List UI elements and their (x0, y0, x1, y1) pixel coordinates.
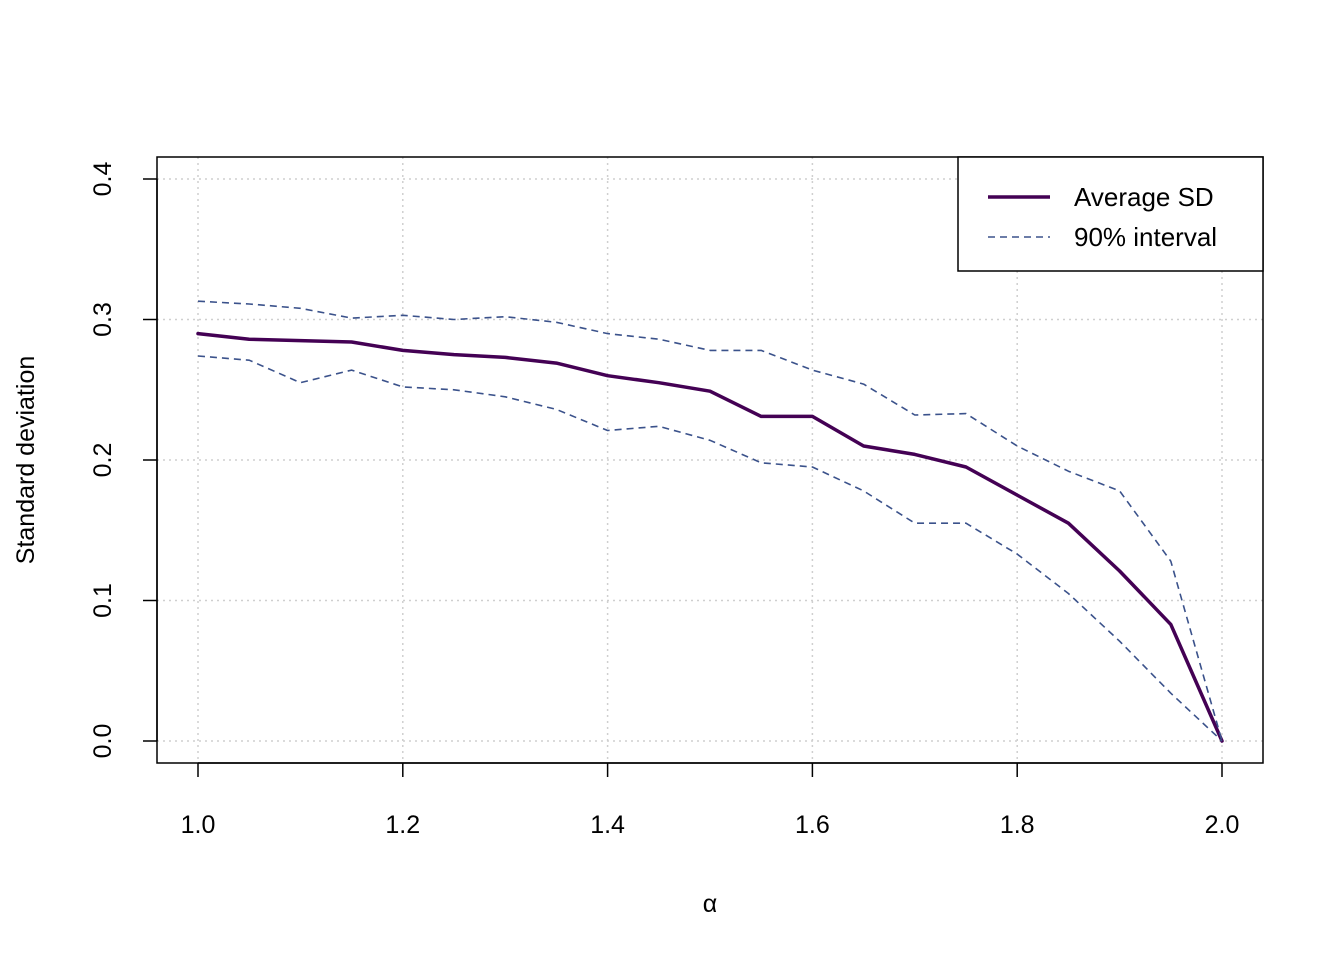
average-sd-line (196, 331, 1224, 743)
x-tick-label: 1.0 (181, 811, 216, 839)
x-tick-label: 1.8 (1000, 811, 1035, 839)
y-tick-label: 0.3 (89, 302, 117, 337)
series-group (196, 300, 1224, 743)
y-tick-label: 0.1 (89, 583, 117, 618)
x-tick-label: 1.6 (795, 811, 830, 839)
legend-box (957, 156, 1264, 272)
interval-upper-line (197, 300, 1223, 742)
x-axis-title: α (703, 890, 717, 918)
plot-frame (156, 156, 1264, 764)
x-tick-label: 1.4 (590, 811, 625, 839)
legend-label-average-sd: Average SD (1074, 182, 1214, 212)
x-axis: 1.0 1.2 1.4 1.6 1.8 2.0 (181, 762, 1240, 839)
y-tick-label: 0.4 (89, 162, 117, 197)
y-tick-label: 0.0 (89, 724, 117, 759)
interval-lower-line (197, 355, 1223, 742)
y-axis-title: Standard deviation (12, 356, 40, 564)
grid (157, 157, 1263, 763)
y-tick-label: 0.2 (89, 443, 117, 478)
x-tick-label: 2.0 (1205, 811, 1240, 839)
legend: Average SD 90% interval (957, 156, 1264, 272)
x-tick-label: 1.2 (385, 811, 420, 839)
legend-label-90-interval: 90% interval (1074, 222, 1217, 252)
